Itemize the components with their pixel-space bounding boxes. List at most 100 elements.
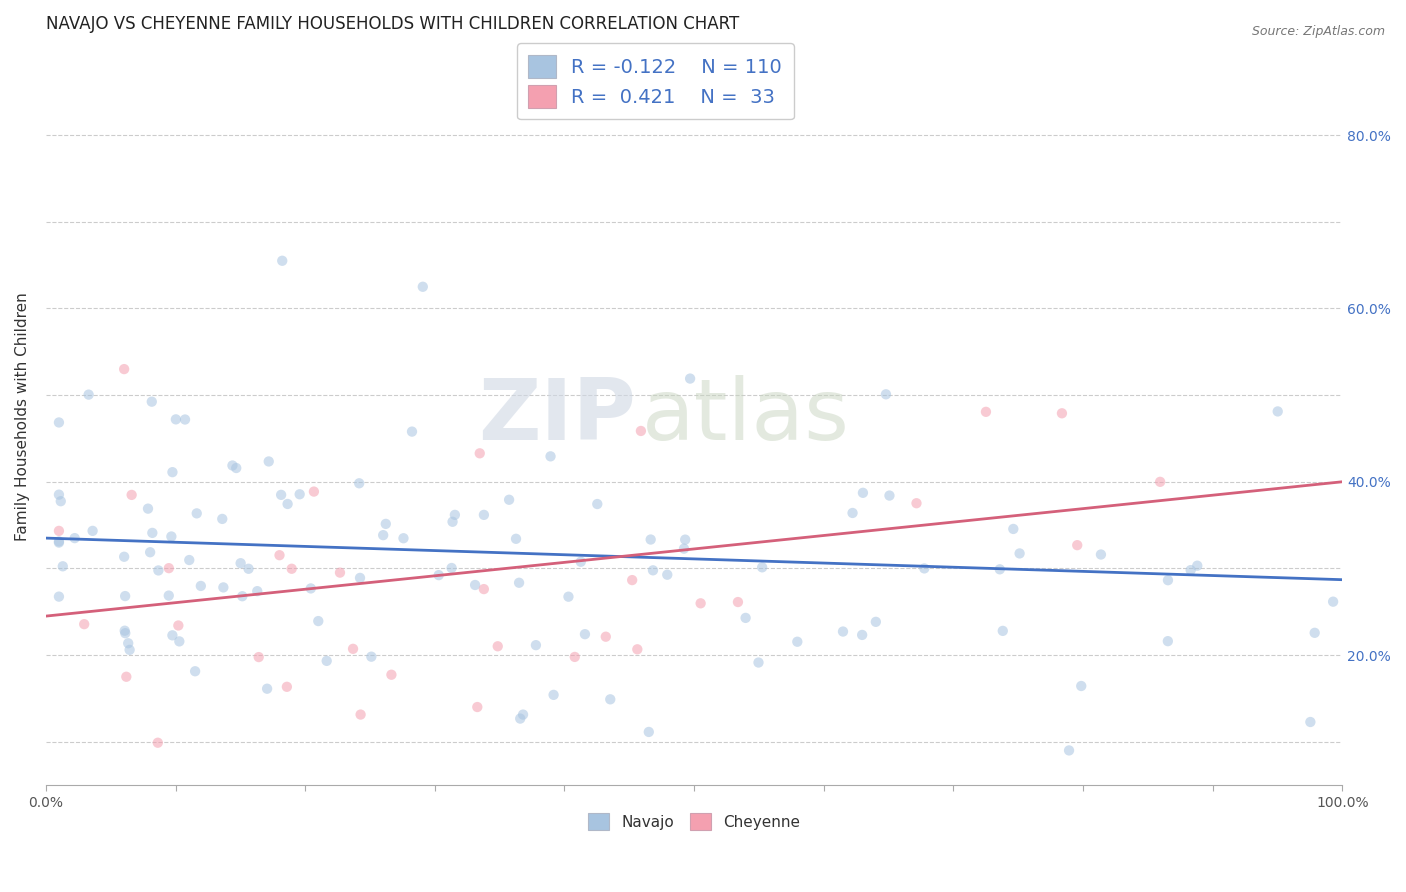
Point	[427, 568, 450, 582]
Point	[464, 578, 486, 592]
Point	[118, 643, 141, 657]
Point	[392, 531, 415, 545]
Point	[441, 515, 464, 529]
Point	[727, 595, 749, 609]
Point	[112, 549, 135, 564]
Point	[73, 617, 96, 632]
Point	[247, 650, 270, 665]
Point	[751, 560, 773, 574]
Point	[229, 556, 252, 570]
Point	[786, 634, 808, 648]
Point	[231, 589, 253, 603]
Point	[1066, 538, 1088, 552]
Point	[747, 656, 769, 670]
Point	[734, 611, 756, 625]
Point	[117, 636, 139, 650]
Point	[524, 638, 547, 652]
Point	[1180, 563, 1202, 577]
Point	[121, 488, 143, 502]
Point	[48, 534, 70, 549]
Point	[505, 532, 527, 546]
Point	[112, 362, 135, 376]
Point	[276, 680, 298, 694]
Point	[302, 484, 325, 499]
Point	[679, 371, 702, 385]
Text: Source: ZipAtlas.com: Source: ZipAtlas.com	[1251, 25, 1385, 38]
Point	[141, 525, 163, 540]
Point	[342, 641, 364, 656]
Point	[673, 533, 696, 547]
Point	[832, 624, 855, 639]
Point	[48, 590, 70, 604]
Point	[141, 394, 163, 409]
Point	[672, 541, 695, 556]
Text: NAVAJO VS CHEYENNE FAMILY HOUSEHOLDS WITH CHILDREN CORRELATION CHART: NAVAJO VS CHEYENNE FAMILY HOUSEHOLDS WIT…	[46, 15, 740, 33]
Point	[875, 387, 897, 401]
Point	[472, 582, 495, 596]
Point	[543, 688, 565, 702]
Point	[509, 712, 531, 726]
Point	[508, 575, 530, 590]
Point	[630, 424, 652, 438]
Point	[212, 581, 235, 595]
Point	[1322, 595, 1344, 609]
Point	[270, 488, 292, 502]
Point	[373, 528, 395, 542]
Point	[165, 412, 187, 426]
Point	[1070, 679, 1092, 693]
Text: ZIP: ZIP	[478, 376, 636, 458]
Point	[472, 508, 495, 522]
Point	[162, 465, 184, 479]
Point	[257, 454, 280, 468]
Point	[48, 524, 70, 538]
Point	[315, 654, 337, 668]
Point	[595, 630, 617, 644]
Point	[63, 531, 86, 545]
Point	[48, 416, 70, 430]
Point	[486, 640, 509, 654]
Point	[640, 533, 662, 547]
Point	[380, 667, 402, 681]
Point	[1008, 546, 1031, 560]
Point	[349, 571, 371, 585]
Point	[307, 614, 329, 628]
Point	[211, 512, 233, 526]
Point	[77, 387, 100, 401]
Point	[641, 563, 664, 577]
Point	[360, 649, 382, 664]
Point	[186, 507, 208, 521]
Point	[349, 707, 371, 722]
Point	[299, 582, 322, 596]
Point	[557, 590, 579, 604]
Point	[347, 476, 370, 491]
Point	[852, 485, 875, 500]
Point	[157, 561, 180, 575]
Point	[468, 446, 491, 460]
Point	[148, 564, 170, 578]
Legend: Navajo, Cheyenne: Navajo, Cheyenne	[582, 806, 807, 837]
Point	[146, 736, 169, 750]
Point	[1157, 634, 1180, 648]
Point	[162, 628, 184, 642]
Point	[440, 561, 463, 575]
Point	[246, 584, 269, 599]
Point	[269, 548, 291, 562]
Point	[238, 562, 260, 576]
Point	[167, 618, 190, 632]
Point	[1057, 743, 1080, 757]
Point	[48, 535, 70, 549]
Point	[114, 626, 136, 640]
Y-axis label: Family Households with Children: Family Households with Children	[15, 293, 30, 541]
Point	[512, 707, 534, 722]
Point	[1149, 475, 1171, 489]
Point	[139, 545, 162, 559]
Point	[277, 497, 299, 511]
Point	[599, 692, 621, 706]
Point	[574, 627, 596, 641]
Point	[157, 589, 180, 603]
Point	[912, 561, 935, 575]
Point	[465, 700, 488, 714]
Point	[225, 461, 247, 475]
Point	[498, 492, 520, 507]
Point	[1267, 404, 1289, 418]
